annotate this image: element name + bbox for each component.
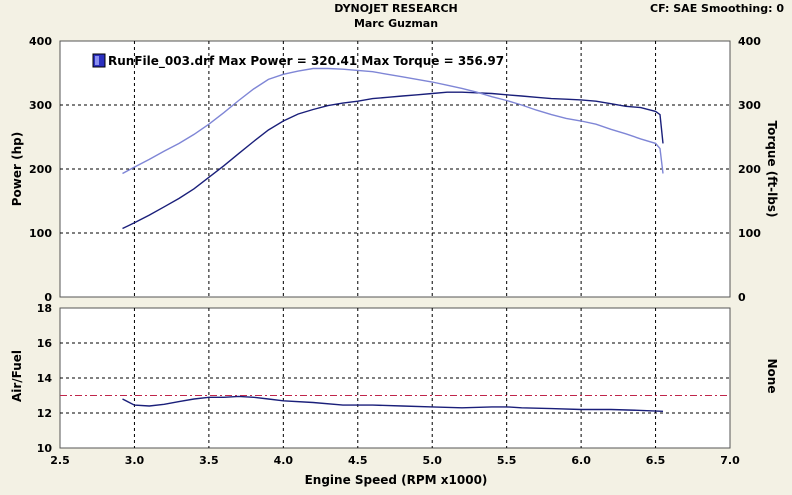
power-tick-label: 200: [29, 163, 52, 176]
rpm-tick-label: 5.0: [422, 454, 442, 467]
power-torque-series: [122, 67, 664, 230]
air-fuel-ticks: 2.5 3.0 3.5 4.0 4.5 5.0 5.5 6.0 6.5 7.0 10 12 14 16 18: [37, 302, 740, 467]
power-tick-label: 100: [29, 227, 52, 240]
legend-label: RunFile_003.drf Max Power = 320.41 Max T…: [108, 54, 504, 69]
rpm-tick-label: 4.5: [348, 454, 368, 467]
legend-swatch-highlight: [95, 56, 99, 65]
torque-tick-label: 400: [738, 35, 761, 48]
rpm-tick-label: 5.5: [497, 454, 517, 467]
air-fuel-tick-label: 16: [37, 337, 53, 350]
air-fuel-tick-label: 14: [37, 372, 53, 385]
air-fuel-tick-label: 10: [37, 442, 53, 455]
power-torque-plot-area: [59, 40, 731, 298]
torque-axis-title: Torque (ft-lbs): [765, 121, 779, 218]
power-torque-panel: 0 0 100 100 200 200 300 300 400 400 RunFile_003.d…: [29, 35, 761, 304]
torque-tick-label: 100: [738, 227, 761, 240]
correction-factor-label: CF: SAE Smoothing: 0: [650, 2, 784, 15]
air-fuel-plot-area: [59, 307, 731, 449]
rpm-tick-label: 7.0: [720, 454, 740, 467]
air-fuel-tick-label: 12: [37, 407, 52, 420]
rpm-tick-label: 3.5: [199, 454, 219, 467]
chart-user-name: Marc Guzman: [353, 17, 439, 30]
torque-curve: [122, 67, 664, 175]
rpm-tick-label: 4.0: [274, 454, 294, 467]
torque-tick-label: 300: [738, 99, 761, 112]
axis-labels: Engine Speed (RPM x1000) Power (hp) Torque…: [10, 121, 779, 487]
air-fuel-curve: [122, 395, 664, 412]
rpm-tick-label: 6.5: [646, 454, 666, 467]
power-tick-label: 300: [29, 99, 52, 112]
x-axis-title: Engine Speed (RPM x1000): [305, 473, 488, 487]
rpm-tick-label: 3.0: [125, 454, 145, 467]
air-fuel-panel: 2.5 3.0 3.5 4.0 4.5 5.0 5.5 6.0 6.5 7.0 10 12 14 16 18: [37, 302, 740, 467]
legend: RunFile_003.drf Max Power = 320.41 Max T…: [92, 53, 504, 69]
power-torque-ticks: 0 0 100 100 200 200 300 300 400 400: [29, 35, 761, 304]
power-axis-title: Power (hp): [10, 132, 24, 206]
rpm-tick-label: 6.0: [571, 454, 591, 467]
power-tick-label: 400: [29, 35, 52, 48]
torque-tick-label: 200: [738, 163, 761, 176]
secondary-axis-title: None: [765, 359, 779, 394]
chart-company-title: DYNOJET RESEARCH: [334, 2, 458, 15]
air-fuel-series: [122, 395, 664, 412]
air-fuel-grid: [60, 308, 730, 448]
torque-tick-label: 0: [738, 291, 746, 304]
rpm-tick-label: 2.5: [50, 454, 70, 467]
air-fuel-axis-title: Air/Fuel: [10, 350, 24, 402]
power-curve: [122, 91, 664, 230]
air-fuel-tick-label: 18: [37, 302, 52, 315]
power-tick-label: 0: [44, 291, 52, 304]
